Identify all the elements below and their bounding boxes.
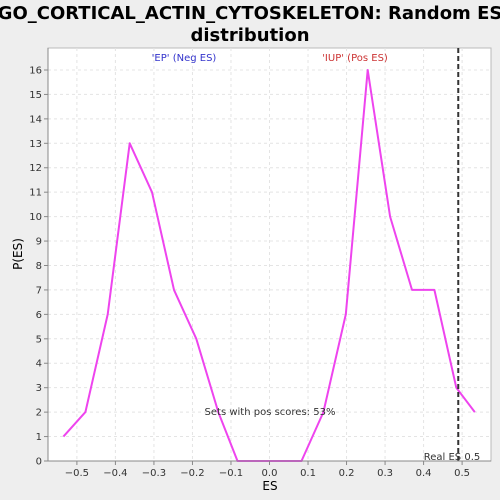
y-tick-label: 12 [29,163,42,174]
pos-es-label: 'IUP' (Pos ES) [322,53,388,64]
y-tick-label: 5 [36,334,42,345]
x-tick-label: −0.4 [103,468,127,479]
y-tick-label: 14 [29,114,42,125]
y-tick-label: 7 [36,285,42,296]
y-tick-label: 13 [29,139,42,150]
y-tick-label: 4 [36,359,42,370]
grid-lines [48,48,491,462]
x-tick-label: 0.0 [262,468,278,479]
neg-es-label: 'EP' (Neg ES) [152,53,217,64]
y-tick-label: 0 [36,457,42,468]
x-tick-label: −0.3 [142,468,166,479]
x-tick-label: 0.5 [454,468,470,479]
x-tick-label: −0.1 [219,468,243,479]
y-axis-label: P(ES) [11,238,25,270]
pos-scores-annotation: Sets with pos scores: 53% [205,407,336,418]
y-tick-label: 6 [36,310,42,321]
x-tick-label: −0.2 [180,468,204,479]
y-tick-label: 1 [36,432,42,443]
x-tick-label: −0.5 [65,468,89,479]
y-tick-label: 9 [36,237,42,248]
chart-title-line-1: GO_CORTICAL_ACTIN_CYTOSKELETON: Random E… [0,3,500,24]
x-axis-label: ES [262,479,277,493]
y-tick-label: 11 [29,188,42,199]
real-es-label: Real ES 0.5 [424,452,480,463]
y-tick-label: 2 [36,408,42,419]
x-tick-label: 0.3 [377,468,393,479]
y-tick-label: 3 [36,383,42,394]
axes: −0.5 −0.4 −0.3 −0.2 −0.1 0.0 0.1 0.2 0.3 0.4 0.5 0 1… [29,48,491,479]
y-tick-label: 8 [36,261,42,272]
x-tick-label: 0.1 [300,468,316,479]
y-tick-label: 16 [29,65,42,76]
y-tick-label: 15 [29,90,42,101]
x-tick-label: 0.4 [416,468,432,479]
chart-title-line-2: distribution [190,25,309,46]
x-tick-label: 0.2 [339,468,355,479]
y-tick-label: 10 [29,212,42,223]
